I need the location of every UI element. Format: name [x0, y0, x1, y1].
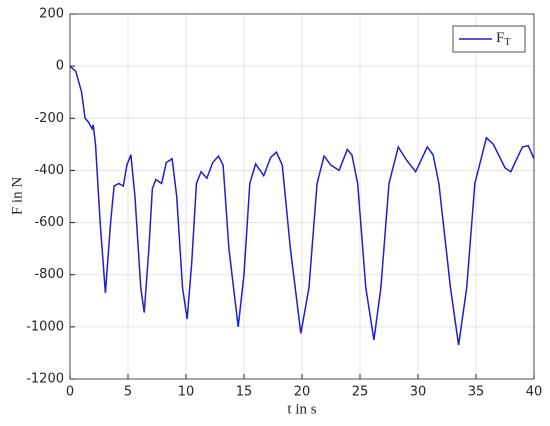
x-tick-label: 30 — [410, 385, 427, 400]
y-tick-label: -1000 — [26, 319, 64, 334]
y-axis-label: F in N — [9, 177, 25, 216]
legend-label-base: F — [496, 30, 504, 46]
x-tick-label: 15 — [236, 385, 253, 400]
y-tick-label: -800 — [34, 267, 64, 282]
y-tick-label: -400 — [34, 163, 64, 178]
plot-frame — [69, 13, 535, 380]
legend-label-sub: T — [504, 37, 510, 48]
x-tick-label: 20 — [294, 385, 311, 400]
y-tick-label: 0 — [56, 59, 64, 74]
y-tick-label: -200 — [34, 111, 64, 126]
x-tick-label: 0 — [66, 385, 74, 400]
y-tick-label: -600 — [34, 215, 64, 230]
legend-label: FT — [496, 30, 510, 48]
data-line — [69, 65, 535, 346]
y-tick-label: 200 — [39, 7, 64, 22]
x-tick-label: 25 — [352, 385, 369, 400]
x-tick-label: 10 — [178, 385, 195, 400]
x-tick-label: 35 — [468, 385, 485, 400]
x-tick-label: 5 — [124, 385, 132, 400]
x-axis-label: t in s — [287, 401, 316, 417]
y-tick-label: -1200 — [26, 372, 64, 387]
x-tick-label: 40 — [526, 385, 543, 400]
legend: FT — [452, 25, 526, 53]
